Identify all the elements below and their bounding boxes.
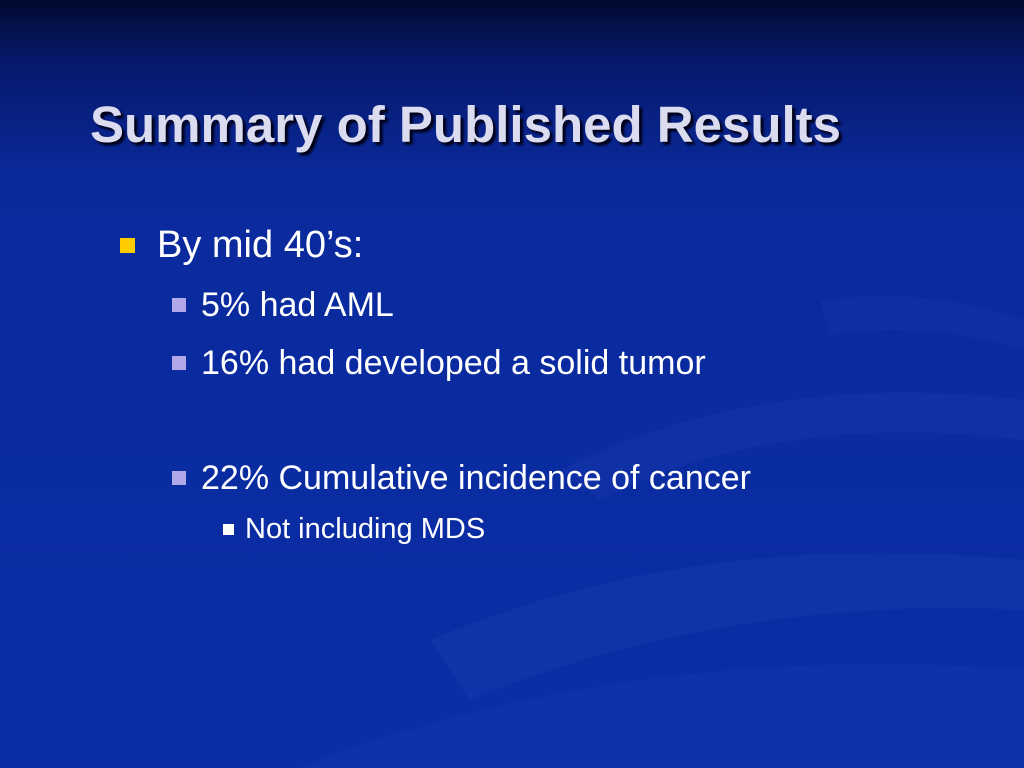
square-bullet-icon	[172, 356, 186, 370]
bullet-aml: 5% had AML	[172, 285, 394, 325]
bullet-text: Not including MDS	[245, 513, 486, 545]
bullet-text: By mid 40’s:	[157, 224, 364, 266]
bullet-cumulative-incidence: 22% Cumulative incidence of cancer	[172, 458, 751, 498]
bullet-by-mid-40s: By mid 40’s:	[120, 222, 363, 268]
bullet-text: 16% had developed a solid tumor	[201, 344, 706, 382]
square-bullet-icon	[120, 237, 135, 253]
square-bullet-icon	[172, 471, 186, 485]
slide-title: Summary of Published Results	[90, 96, 842, 153]
bullet-text: 22% Cumulative incidence of cancer	[201, 459, 751, 497]
bullet-solid-tumor: 16% had developed a solid tumor	[172, 343, 706, 383]
square-bullet-icon	[172, 298, 186, 312]
bullet-text: 5% had AML	[201, 286, 394, 324]
square-bullet-icon	[223, 523, 234, 535]
bullet-not-including-mds: Not including MDS	[223, 512, 485, 546]
